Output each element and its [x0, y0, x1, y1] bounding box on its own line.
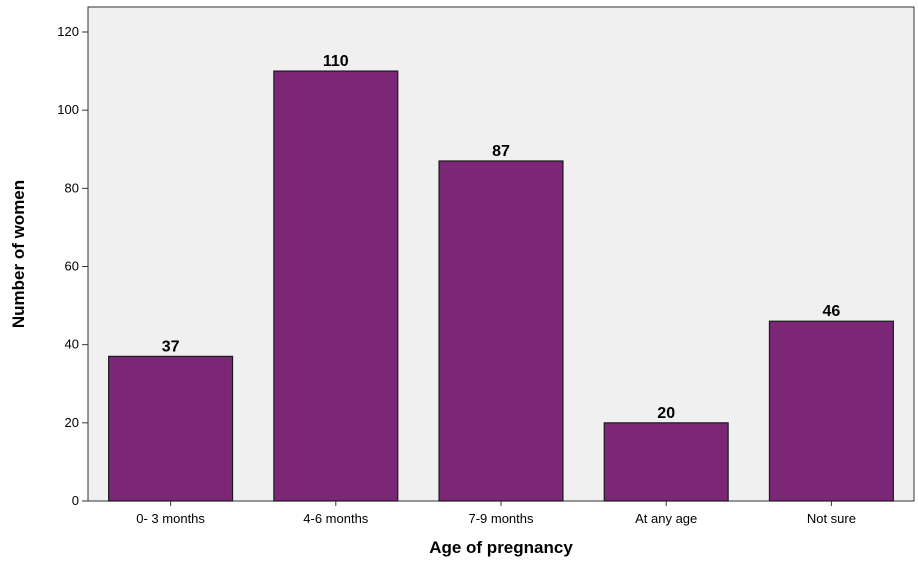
bar-0 [108, 355, 234, 502]
y-tick-label-4: 80 [65, 180, 79, 195]
bar-3 [603, 422, 729, 502]
y-tick-label-0: 0 [72, 493, 79, 508]
x-axis: 0- 3 months 4-6 months 7-9 months At any ag… [136, 501, 856, 526]
x-tick-label-1: 4-6 months [303, 511, 369, 526]
y-tick-label-6: 120 [57, 24, 79, 39]
bar-4 [768, 320, 894, 502]
value-labels-group: 37 110 87 20 46 [162, 53, 841, 422]
y-tick-label-1: 20 [65, 415, 79, 430]
value-label-1: 110 [323, 53, 349, 70]
value-label-4: 46 [823, 303, 841, 320]
bar-1 [273, 70, 399, 502]
x-tick-label-4: Not sure [807, 511, 856, 526]
x-axis-title: Age of pregnancy [429, 538, 573, 557]
y-axis: 0 20 40 60 80 100 120 [57, 24, 88, 508]
y-tick-label-5: 100 [57, 102, 79, 117]
y-tick-label-3: 60 [65, 259, 79, 274]
x-tick-label-0: 0- 3 months [136, 511, 205, 526]
x-tick-label-3: At any age [635, 511, 697, 526]
value-label-2: 87 [492, 143, 510, 160]
y-tick-label-2: 40 [65, 337, 79, 352]
bars-group [108, 70, 894, 502]
y-axis-title: Number of women [9, 180, 28, 328]
x-tick-label-2: 7-9 months [468, 511, 534, 526]
value-label-0: 37 [162, 338, 180, 355]
bar-2 [438, 160, 564, 502]
value-label-3: 20 [657, 405, 675, 422]
